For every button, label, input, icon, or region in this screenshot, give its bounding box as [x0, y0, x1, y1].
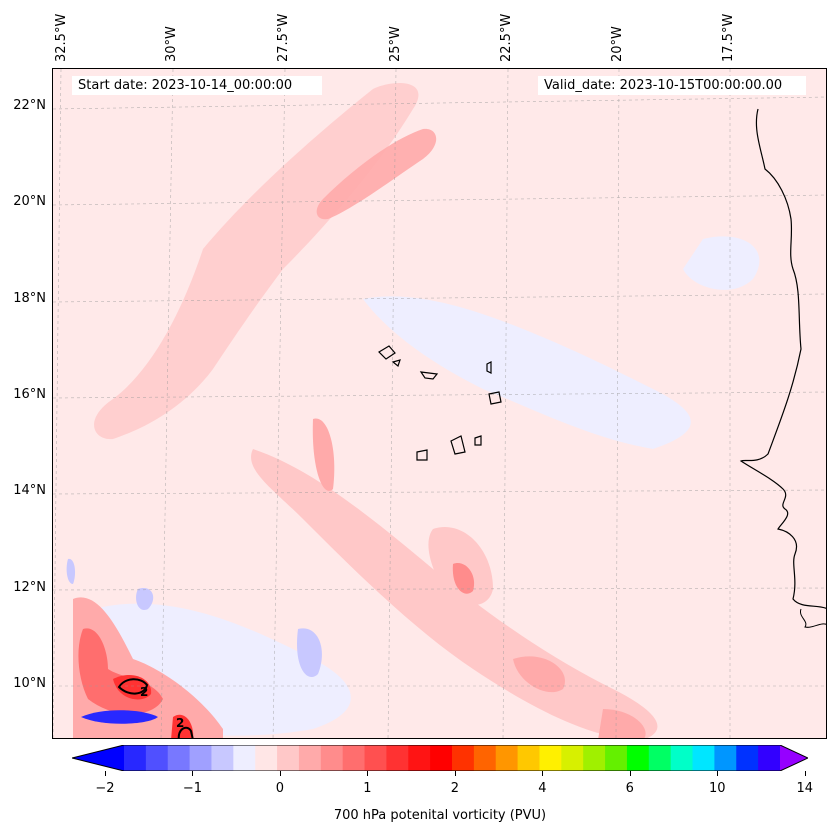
- positive-pv-band: [312, 418, 335, 491]
- positive-pv-band: [94, 83, 419, 440]
- colorbar-segment: [714, 745, 737, 771]
- lon-label: 17.5°W: [721, 13, 736, 62]
- colorbar-tick-mark: [717, 771, 719, 776]
- colorbar-extend-min: [72, 745, 124, 771]
- lon-label: 22.5°W: [499, 13, 514, 62]
- colorbar-segment: [583, 745, 606, 771]
- colorbar-segment: [189, 745, 212, 771]
- colorbar-segment: [561, 745, 584, 771]
- colorbar-tick-mark: [367, 771, 369, 776]
- colorbar-segment: [124, 745, 147, 771]
- colorbar-segment: [211, 745, 234, 771]
- colorbar-segment: [342, 745, 366, 771]
- coastline: [799, 608, 826, 628]
- colorbar-extend-max: [780, 745, 808, 771]
- colorbar-segment: [539, 745, 562, 771]
- island-outline: [488, 391, 502, 405]
- colorbar-segment: [167, 745, 191, 771]
- positive-pv-band: [171, 714, 194, 738]
- colorbar-tick-mark: [629, 771, 631, 776]
- lon-label: 30°W: [164, 26, 179, 62]
- island-outline: [450, 435, 466, 455]
- island-outline: [391, 359, 401, 368]
- colorbar-tick-label: 1: [363, 781, 372, 796]
- lat-label: 12°N: [13, 580, 46, 595]
- colorbar-segment: [473, 745, 497, 771]
- colorbar-segment: [364, 745, 387, 771]
- island-outline: [419, 371, 439, 380]
- negative-pv-region: [297, 628, 322, 677]
- colorbar-segment: [386, 745, 409, 771]
- colorbar-segment: [692, 745, 715, 771]
- lat-label: 10°N: [13, 676, 46, 691]
- lon-label: 32.5°W: [54, 13, 69, 62]
- colorbar-segment: [408, 745, 431, 771]
- lon-label: 20°W: [610, 26, 625, 62]
- positive-pv-band: [513, 656, 565, 693]
- colorbar-tick-mark: [804, 771, 806, 776]
- positive-pv-band: [316, 128, 437, 220]
- colorbar-tick-label: 10: [708, 781, 726, 796]
- contour-label: 2: [176, 716, 185, 730]
- positive-pv-band: [452, 563, 475, 594]
- coastline: [739, 108, 826, 609]
- negative-pv-region: [136, 588, 154, 610]
- graticule: [53, 69, 826, 738]
- colorbar-tick-mark: [454, 771, 456, 776]
- colorbar-tick-mark: [279, 771, 281, 776]
- island-outline: [378, 345, 396, 360]
- island-outline: [416, 449, 428, 461]
- positive-pv-band: [598, 709, 646, 738]
- lat-label: 20°N: [13, 194, 46, 209]
- lat-label: 22°N: [13, 98, 46, 113]
- colorbar-tick-mark: [192, 771, 194, 776]
- island-outline: [486, 361, 492, 374]
- start-date-label: Start date: 2023-10-14_00:00:00: [72, 76, 322, 95]
- colorbar-tick-label: −2: [95, 781, 115, 796]
- lat-label: 18°N: [13, 291, 46, 306]
- colorbar-segment: [233, 745, 256, 771]
- colorbar-segment: [298, 745, 322, 771]
- negative-pv-region: [81, 710, 158, 724]
- pv-contour-line: [117, 678, 149, 695]
- colorbar-segment: [605, 745, 628, 771]
- colorbar-tick-label: 14: [796, 781, 813, 796]
- colorbar-tick-mark: [105, 771, 106, 776]
- colorbar-segment: [145, 745, 169, 771]
- colorbar-segment: [648, 745, 672, 771]
- lon-label: 27.5°W: [276, 13, 291, 62]
- lon-label: 25°W: [388, 26, 403, 62]
- colorbar-segment: [626, 745, 650, 771]
- pv-contour-line: [177, 726, 194, 738]
- colorbar-tick-label: 6: [625, 781, 634, 796]
- colorbar-tick-label: −1: [182, 781, 203, 796]
- colorbar-segment: [736, 745, 759, 771]
- island-outline: [474, 435, 482, 446]
- colorbar-segment: [758, 745, 781, 771]
- negative-pv-region: [66, 558, 76, 584]
- colorbar-segment: [517, 745, 540, 771]
- pv-field: [53, 69, 826, 738]
- map-panel: 2 2: [52, 68, 827, 739]
- colorbar-tick-mark: [542, 771, 544, 776]
- colorbar-label: 700 hPa potenital vorticity (PVU): [333, 808, 547, 823]
- colorbar-tick-label: 2: [450, 781, 459, 796]
- colorbar: [72, 745, 808, 771]
- negative-pv-region: [683, 236, 760, 290]
- valid-date-label: Valid_date: 2023-10-15T00:00:00.00: [538, 76, 806, 95]
- colorbar-tick-label: 0: [275, 781, 285, 796]
- colorbar-segment: [255, 745, 278, 771]
- lat-label: 14°N: [13, 483, 46, 498]
- colorbar-segment: [670, 745, 694, 771]
- colorbar-segment: [430, 745, 453, 771]
- contour-label: 2: [140, 685, 149, 699]
- colorbar-segment: [452, 745, 475, 771]
- colorbar-segment: [495, 745, 519, 771]
- negative-pv-region: [363, 296, 691, 449]
- colorbar-segment: [320, 745, 344, 771]
- lat-label: 16°N: [13, 387, 46, 402]
- colorbar-segment: [277, 745, 300, 771]
- colorbar-tick-label: 4: [538, 781, 547, 796]
